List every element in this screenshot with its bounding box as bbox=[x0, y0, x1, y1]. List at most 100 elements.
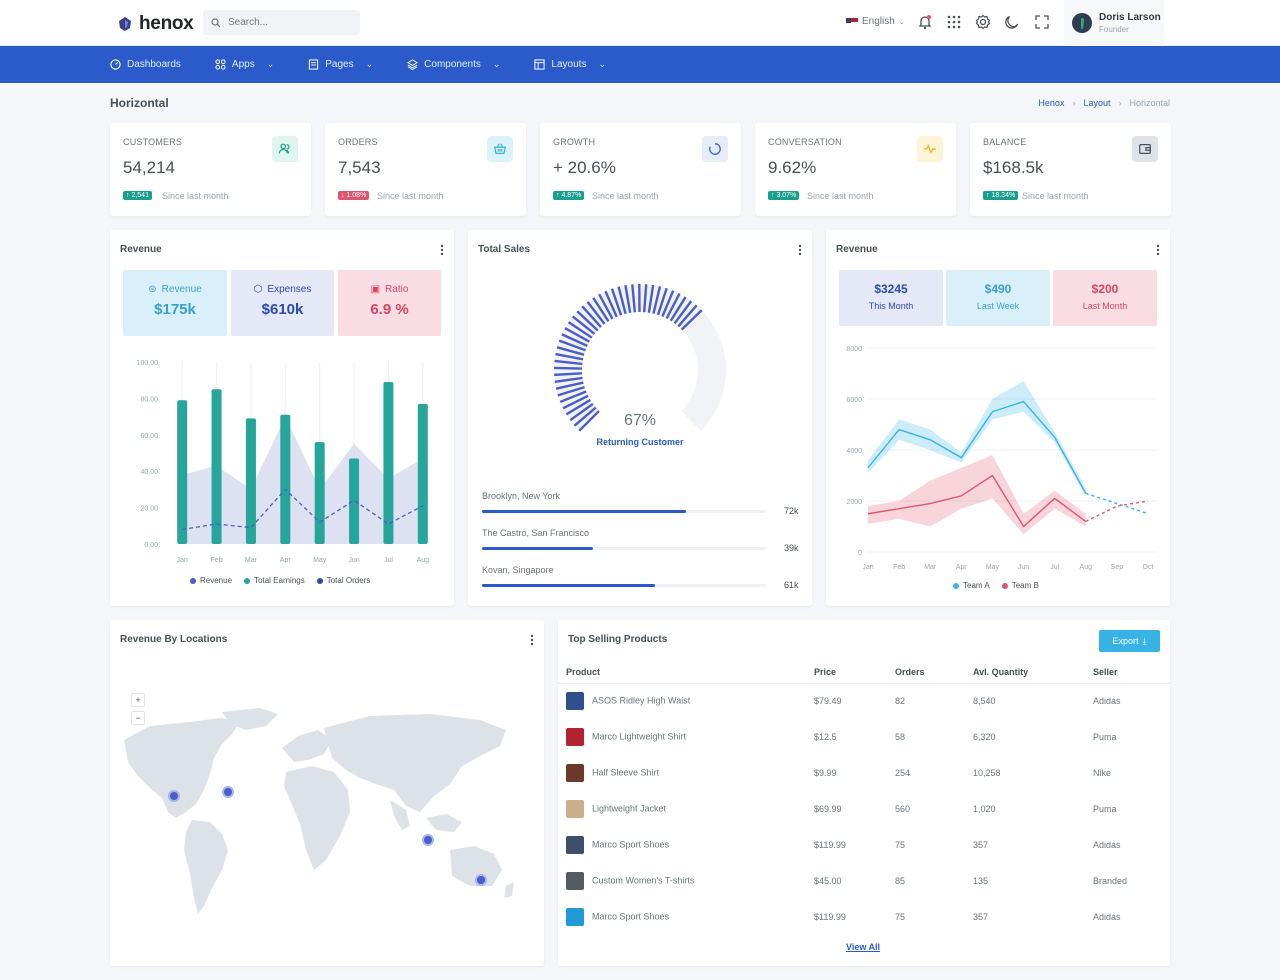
location-progress bbox=[482, 510, 766, 513]
stat-change-badge: ↑ 2,541 bbox=[123, 191, 152, 200]
language-selector[interactable]: English ⌄ bbox=[846, 16, 905, 27]
stat-since: Since last month bbox=[377, 191, 444, 201]
table-row[interactable]: Marco Sport Shoes $119.99 75 357 Adidas bbox=[558, 899, 1170, 935]
product-orders: 85 bbox=[895, 876, 906, 886]
avatar bbox=[1072, 13, 1092, 33]
nav-layouts[interactable]: Layouts ⌄ bbox=[534, 59, 606, 70]
user-menu[interactable]: Doris Larson Founder bbox=[1064, 0, 1164, 46]
world-map[interactable] bbox=[110, 700, 544, 960]
column-header[interactable]: Seller bbox=[1085, 661, 1170, 684]
series-line[interactable] bbox=[867, 474, 1087, 528]
table-row[interactable]: Custom Women's T-shirts $45.00 85 135 Br… bbox=[558, 863, 1170, 899]
gauge-tick bbox=[643, 284, 648, 313]
earnings-bar[interactable] bbox=[280, 414, 291, 544]
table-row[interactable]: Marco Sport Shoes $119.99 75 357 Adidas bbox=[558, 827, 1170, 863]
product-seller: Adidas bbox=[1093, 840, 1121, 850]
column-header[interactable]: Product bbox=[558, 661, 806, 684]
more-options-icon[interactable] bbox=[440, 244, 444, 256]
table-row[interactable]: Marco Lightweight Shirt $12.5 58 6,320 P… bbox=[558, 719, 1170, 755]
view-all-link[interactable]: View All bbox=[846, 942, 881, 952]
table-row[interactable]: Lightweight Jacket $69.99 560 1,020 Puma bbox=[558, 791, 1170, 827]
stat-value: 7,543 bbox=[338, 158, 381, 177]
stat-since: Since last month bbox=[592, 191, 659, 201]
column-header[interactable]: Avl. Quantity bbox=[965, 661, 1085, 684]
x-tick-label: Aug bbox=[417, 557, 430, 564]
expenses-box: ⬡ Expenses $610k bbox=[231, 270, 334, 336]
product-name[interactable]: Custom Women's T-shirts bbox=[592, 875, 695, 886]
stat-label: CONVERSATION bbox=[768, 137, 842, 147]
gauge-tick bbox=[573, 406, 597, 427]
location-row: The Castro, San Francisco 39k bbox=[482, 528, 799, 553]
fullscreen-icon[interactable] bbox=[1034, 14, 1050, 30]
gauge-tick bbox=[564, 326, 590, 343]
x-tick-label: Oct bbox=[1143, 564, 1154, 571]
earnings-bar[interactable] bbox=[314, 442, 325, 544]
column-header[interactable]: Orders bbox=[887, 661, 965, 684]
nav-dashboards[interactable]: Dashboards bbox=[110, 59, 181, 70]
breadcrumb-henox[interactable]: Henox bbox=[1038, 98, 1065, 108]
search-input[interactable] bbox=[228, 17, 348, 28]
earnings-bar[interactable] bbox=[211, 389, 222, 544]
nav-pages[interactable]: Pages ⌄ bbox=[308, 59, 373, 70]
last-month-label: Last Month bbox=[1082, 301, 1128, 311]
earnings-bar[interactable] bbox=[177, 400, 188, 544]
product-name[interactable]: Marco Sport Shoes bbox=[592, 839, 670, 850]
stat-card: CUSTOMERS 54,214 ↑ 2,541 Since last mont… bbox=[110, 123, 311, 216]
product-quantity: 10,258 bbox=[973, 768, 1001, 778]
product-name[interactable]: ASOS Ridley High Waist bbox=[592, 695, 691, 706]
basket-icon bbox=[487, 136, 513, 162]
gauge-tick bbox=[578, 410, 600, 432]
x-tick-label: Jun bbox=[1018, 564, 1029, 571]
zoom-out-button[interactable]: − bbox=[131, 711, 145, 725]
product-seller: Puma bbox=[1093, 804, 1117, 814]
nav-apps[interactable]: Apps ⌄ bbox=[215, 59, 274, 70]
app-logo[interactable]: henox bbox=[117, 13, 194, 35]
series-line[interactable] bbox=[867, 400, 1087, 494]
product-name[interactable]: Marco Lightweight Shirt bbox=[592, 731, 687, 742]
product-name[interactable]: Lightweight Jacket bbox=[592, 803, 667, 814]
export-button[interactable]: Export ⤓ bbox=[1099, 630, 1160, 652]
revenue-chart-legend: Revenue Total Earnings Total Orders bbox=[190, 576, 370, 585]
revenue-box-label: Revenue bbox=[161, 284, 202, 295]
gauge-tick bbox=[581, 305, 602, 328]
more-options-icon[interactable] bbox=[798, 244, 802, 256]
breadcrumb-layout[interactable]: Layout bbox=[1083, 98, 1111, 108]
earnings-bar[interactable] bbox=[245, 418, 256, 544]
earnings-bar[interactable] bbox=[349, 458, 360, 544]
product-name[interactable]: Half Sleeve Shirt bbox=[592, 767, 660, 778]
location-name: The Castro, San Francisco bbox=[482, 528, 590, 538]
stat-label: GROWTH bbox=[553, 137, 596, 147]
product-name[interactable]: Marco Sport Shoes bbox=[592, 911, 670, 922]
table-row[interactable]: ASOS Ridley High Waist $79.49 82 8,540 A… bbox=[558, 683, 1170, 719]
gauge-tick bbox=[656, 287, 668, 316]
product-seller: Adidas bbox=[1093, 912, 1121, 922]
revenue-card: Revenue ⊜ Revenue $175k ⬡ Expenses $610k ▣… bbox=[110, 230, 454, 606]
zoom-in-button[interactable]: + bbox=[131, 693, 145, 707]
chevron-down-icon: ⌄ bbox=[365, 59, 374, 69]
more-options-icon[interactable] bbox=[530, 634, 534, 646]
earnings-bar[interactable] bbox=[417, 403, 428, 544]
product-thumbnail bbox=[566, 908, 584, 926]
product-thumbnail bbox=[566, 836, 584, 854]
earnings-bar[interactable] bbox=[383, 382, 394, 544]
chevron-down-icon: ⌄ bbox=[492, 59, 501, 69]
more-options-icon[interactable] bbox=[1156, 244, 1160, 256]
top-products-card: Top Selling Products Export ⤓ Product Pr… bbox=[558, 620, 1170, 966]
revenue-box-value: $175k bbox=[154, 301, 196, 318]
bell-icon[interactable] bbox=[917, 14, 933, 30]
search-icon bbox=[211, 17, 221, 27]
gauge-tick bbox=[604, 290, 618, 318]
nav-components[interactable]: Components ⌄ bbox=[407, 59, 500, 70]
gear-icon[interactable] bbox=[975, 14, 991, 30]
x-tick-label: Sep bbox=[1111, 564, 1124, 571]
product-seller: Puma bbox=[1093, 732, 1117, 742]
column-header[interactable]: Price bbox=[806, 661, 887, 684]
search-box[interactable] bbox=[203, 10, 360, 35]
gauge-percent: 67% bbox=[623, 412, 657, 429]
products-table: Product Price Orders Avl. Quantity Selle… bbox=[558, 661, 1170, 935]
moon-icon[interactable] bbox=[1004, 14, 1020, 30]
table-row[interactable]: Half Sleeve Shirt $9.99 254 10,258 Nike bbox=[558, 755, 1170, 791]
stat-label: ORDERS bbox=[338, 137, 378, 147]
apps-grid-icon[interactable] bbox=[946, 14, 962, 30]
